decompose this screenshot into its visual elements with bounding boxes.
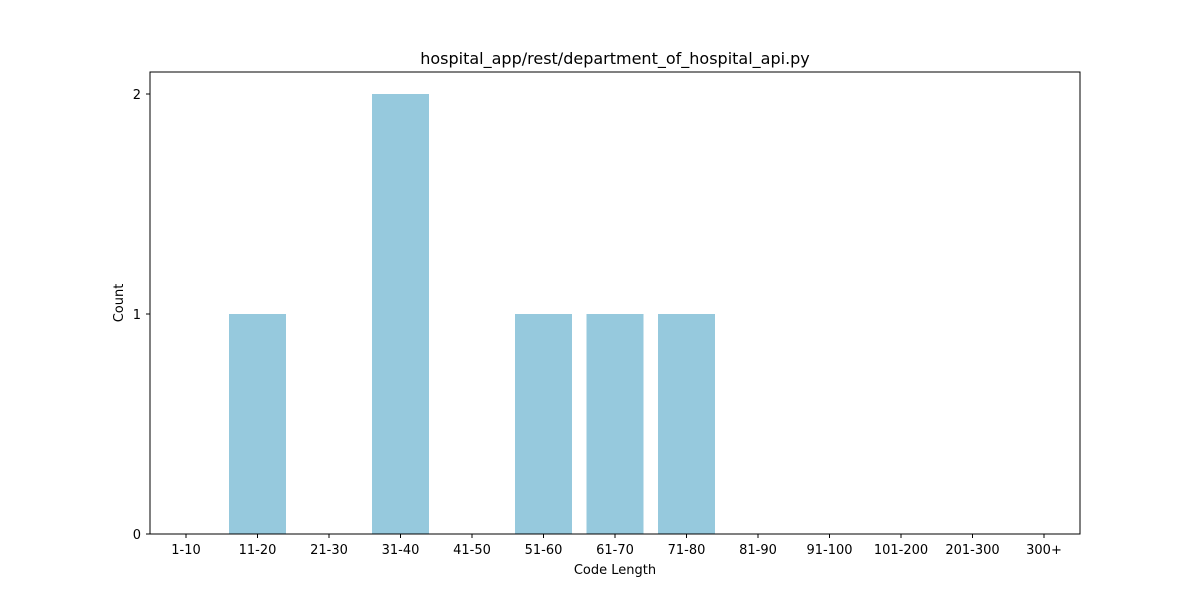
bar-11-20 xyxy=(229,314,286,534)
bar-31-40 xyxy=(372,94,429,534)
x-axis-label: Code Length xyxy=(574,563,656,578)
y-axis-label: Count xyxy=(112,284,127,323)
x-tick-label: 91-100 xyxy=(806,543,852,558)
x-tick-label: 81-90 xyxy=(739,543,777,558)
x-tick-label: 31-40 xyxy=(382,543,420,558)
y-tick-label: 0 xyxy=(133,528,141,543)
x-tick-label: 201-300 xyxy=(945,543,999,558)
bar-51-60 xyxy=(515,314,572,534)
bar-61-70 xyxy=(586,314,644,534)
bar-71-80 xyxy=(658,314,715,534)
x-tick-label: 101-200 xyxy=(874,543,928,558)
y-ticks: 0 1 2 xyxy=(133,88,150,543)
x-tick-label: 21-30 xyxy=(310,543,348,558)
x-tick-label: 61-70 xyxy=(596,543,634,558)
x-tick-label: 41-50 xyxy=(453,543,491,558)
x-ticks: 1-10 11-20 21-30 31-40 41-50 51-60 61-70 71-80 8… xyxy=(171,534,1062,558)
x-tick-label: 51-60 xyxy=(525,543,563,558)
x-tick-label: 71-80 xyxy=(668,543,706,558)
x-tick-label: 1-10 xyxy=(171,543,201,558)
bars-group xyxy=(229,94,715,534)
y-tick-label: 2 xyxy=(133,88,141,103)
chart-title: hospital_app/rest/department_of_hospital… xyxy=(420,49,810,69)
y-tick-label: 1 xyxy=(133,308,141,323)
x-tick-label: 11-20 xyxy=(239,543,277,558)
x-tick-label: 300+ xyxy=(1026,543,1062,558)
